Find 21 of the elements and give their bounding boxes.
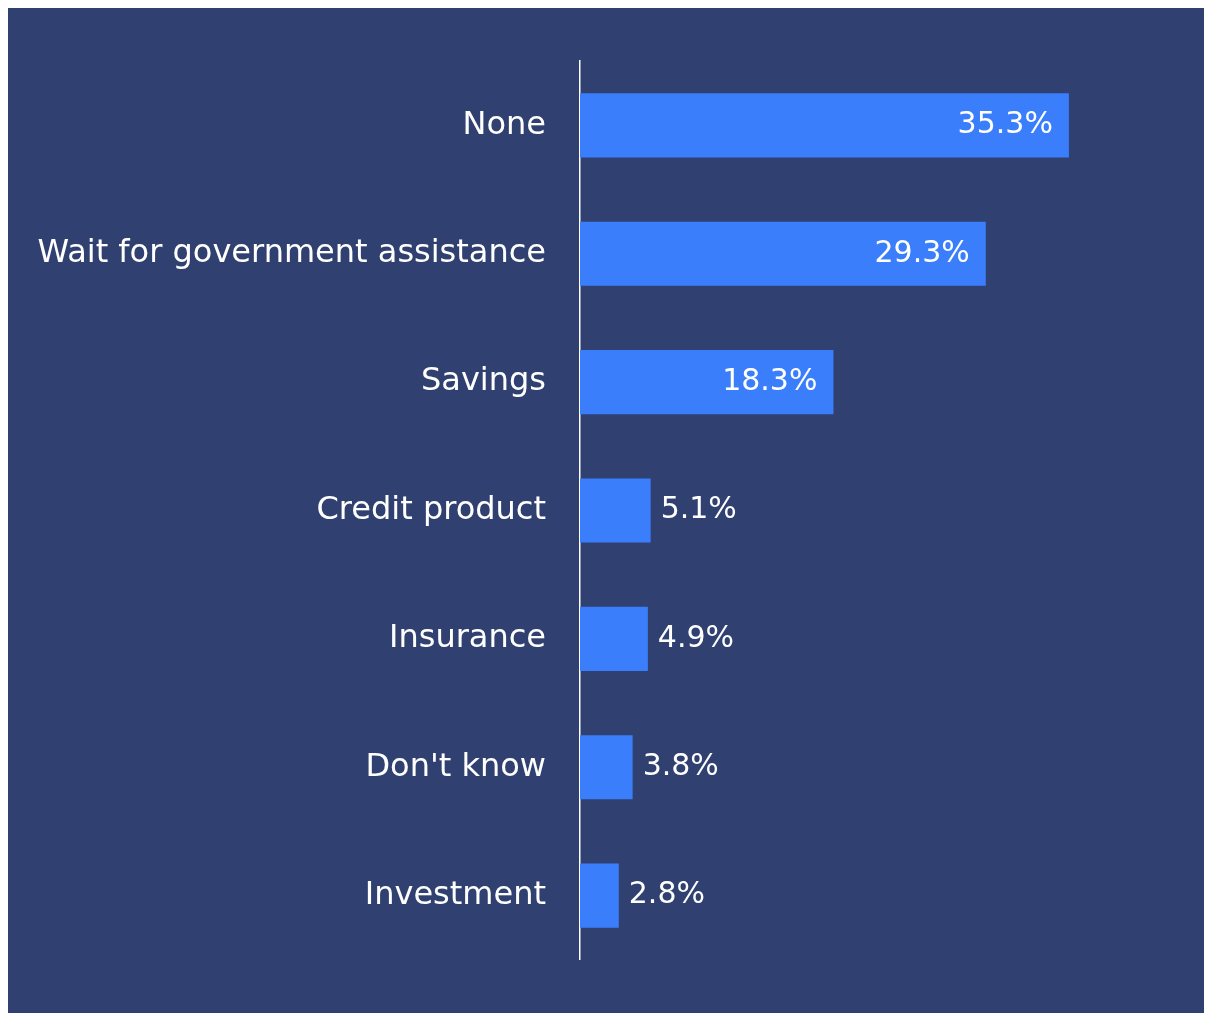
bar — [580, 735, 633, 800]
bar — [580, 350, 834, 415]
data-label: 4.9% — [657, 618, 735, 654]
data-label: 2.8% — [628, 875, 705, 911]
y-tick-label: Wait for government assistance — [37, 232, 546, 271]
bar — [580, 606, 648, 671]
data-label: 18.3% — [722, 361, 818, 397]
bar — [580, 93, 1069, 158]
y-tick-label: Savings — [420, 360, 546, 399]
data-label: 5.1% — [660, 490, 737, 526]
data-label: 35.3% — [957, 105, 1053, 141]
data-label: 29.3% — [874, 233, 970, 269]
bar — [580, 478, 651, 543]
y-tick-label: Insurance — [389, 617, 546, 656]
y-tick-label: Don't know — [365, 745, 546, 784]
data-label: 3.8% — [642, 747, 719, 783]
y-tick-label: None — [462, 103, 546, 142]
bar — [580, 863, 619, 928]
y-tick-label: Credit product — [316, 488, 546, 527]
bar — [580, 221, 986, 286]
y-tick-label: Investment — [364, 873, 546, 912]
